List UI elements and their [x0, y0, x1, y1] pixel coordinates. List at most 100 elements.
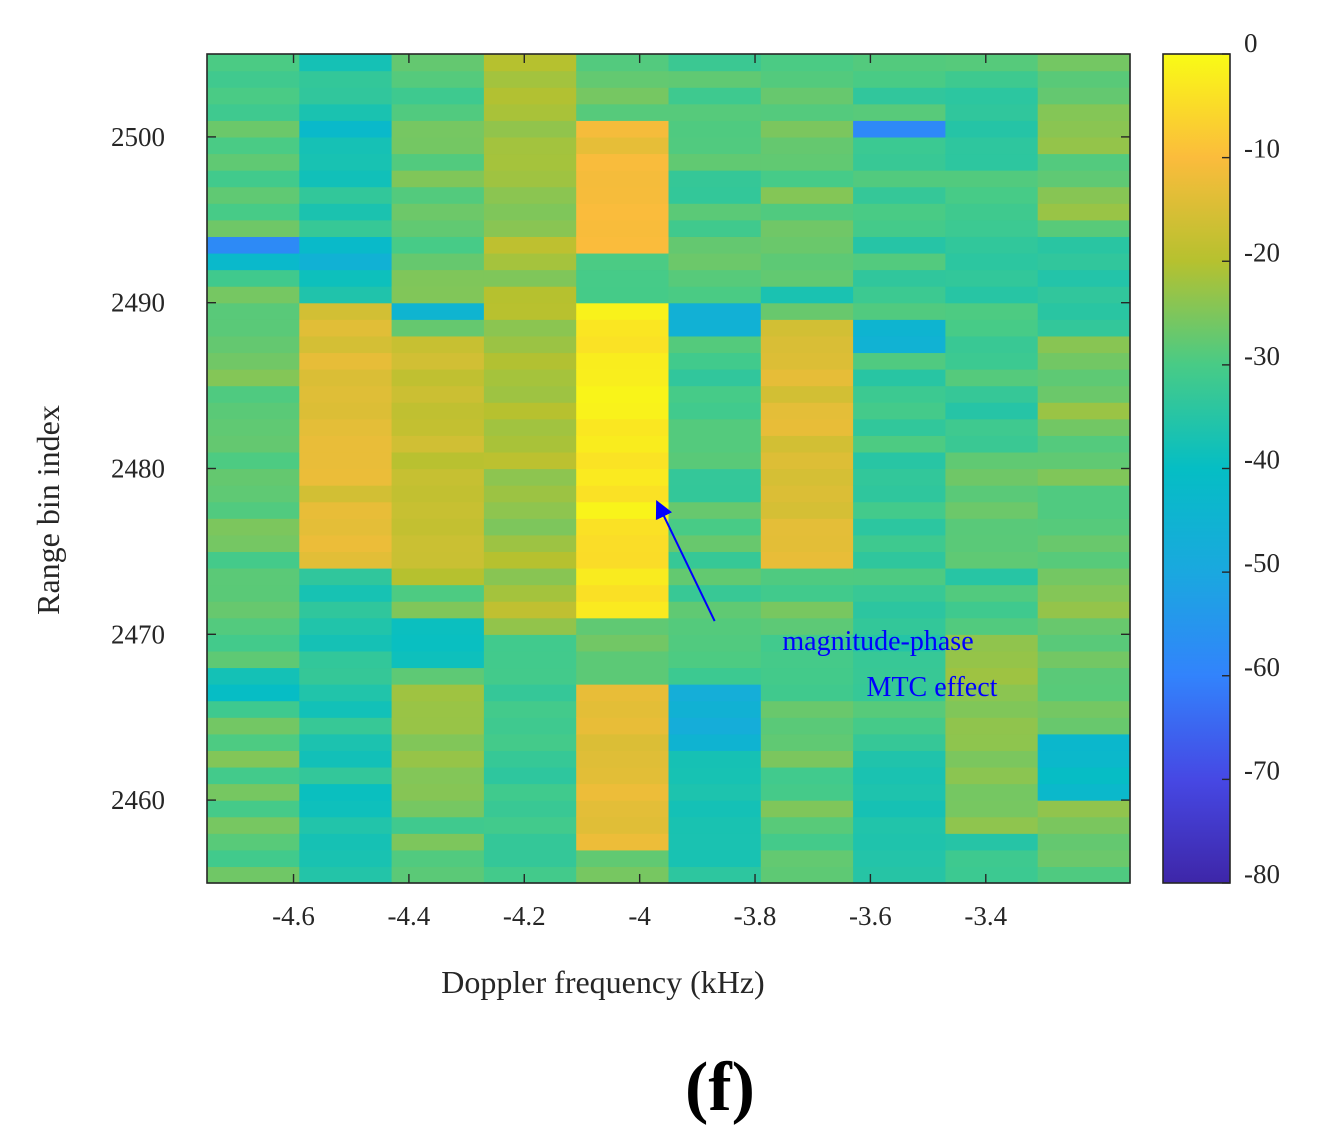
heatmap-cell — [853, 186, 946, 204]
heatmap-cell — [760, 286, 854, 304]
heatmap-cell — [207, 286, 300, 304]
heatmap-cell — [576, 153, 670, 171]
x-axis: -4.6 -4.4 -4.2 -4 -3.8 -3.6 -3.4 — [272, 54, 1008, 931]
heatmap-cell — [299, 700, 393, 718]
heatmap-cell — [483, 800, 577, 818]
heatmap-cell — [299, 584, 393, 602]
heatmap-cell — [576, 717, 670, 735]
heatmap-cell — [760, 302, 854, 320]
heatmap-cell — [1037, 501, 1131, 519]
heatmap-cell — [945, 584, 1039, 602]
heatmap-cell — [207, 269, 300, 287]
colorbar-tick-label: -20 — [1244, 237, 1280, 267]
heatmap-cell — [945, 335, 1039, 354]
heatmap-cell — [668, 849, 762, 868]
y-axis-label: Range bin index — [30, 405, 66, 615]
heatmap-cell — [945, 617, 1039, 635]
heatmap-cell — [945, 485, 1039, 503]
heatmap-cell — [207, 717, 300, 735]
heatmap-cell — [207, 369, 300, 387]
heatmap-cell — [299, 816, 393, 834]
heatmap-cell — [760, 667, 854, 685]
annotation-line-2: MTC effect — [867, 672, 998, 703]
heatmap-cell — [576, 385, 670, 403]
heatmap-cell — [483, 684, 577, 702]
heatmap-cell — [576, 584, 670, 602]
heatmap-cell — [1037, 468, 1131, 486]
heatmap-cell — [668, 766, 762, 785]
heatmap-cell — [207, 54, 300, 72]
heatmap-cell — [1037, 302, 1131, 320]
heatmap-cell — [668, 54, 762, 72]
heatmap-cell — [945, 518, 1039, 536]
heatmap-cell — [1037, 170, 1131, 188]
heatmap-cell — [760, 385, 854, 403]
heatmap-cell — [945, 717, 1039, 735]
heatmap-cell — [299, 120, 393, 138]
heatmap-cell — [483, 435, 577, 453]
heatmap-cell — [207, 87, 300, 105]
heatmap-cell — [760, 783, 854, 801]
heatmap-cell — [945, 700, 1039, 718]
heatmap-cell — [207, 650, 300, 669]
heatmap-cell — [945, 203, 1039, 221]
heatmap-cell — [668, 518, 762, 536]
heatmap-cell — [207, 302, 300, 320]
heatmap-cell — [668, 501, 762, 519]
heatmap-cell — [945, 236, 1039, 254]
heatmap-cell — [391, 87, 485, 105]
heatmap-cell — [853, 451, 946, 470]
heatmap-cell — [1037, 584, 1131, 602]
heatmap-cell — [299, 153, 393, 171]
heatmap-cell — [1037, 418, 1131, 436]
heatmap-cell — [1037, 849, 1131, 868]
heatmap-cell — [1037, 667, 1131, 685]
heatmap-cell — [483, 170, 577, 188]
heatmap-cell — [853, 849, 946, 868]
heatmap-cell — [391, 866, 485, 884]
colorbar-tick-label: -60 — [1244, 652, 1280, 682]
heatmap-cell — [853, 866, 946, 884]
y-tick-label: 2470 — [111, 619, 165, 649]
heatmap-cell — [1037, 252, 1131, 271]
heatmap-cell — [853, 352, 946, 370]
heatmap-cell — [207, 335, 300, 354]
heatmap-cell — [391, 319, 485, 337]
heatmap-cell — [299, 103, 393, 121]
heatmap-cell — [853, 584, 946, 602]
heatmap-cell — [1037, 269, 1131, 287]
heatmap-cell — [391, 601, 485, 619]
heatmap-cell — [945, 70, 1039, 88]
heatmap-cell — [760, 485, 854, 503]
heatmap-cell — [207, 219, 300, 237]
colorbar-tick-label: -10 — [1244, 134, 1280, 164]
heatmap-cell — [391, 849, 485, 868]
heatmap-cell — [945, 750, 1039, 768]
heatmap-cell — [483, 369, 577, 387]
heatmap-cell — [668, 352, 762, 370]
x-tick-label: -3.6 — [849, 901, 892, 931]
heatmap-cell — [853, 634, 946, 652]
heatmap-cell — [668, 103, 762, 121]
heatmap-cell — [299, 87, 393, 105]
heatmap-cell — [576, 551, 670, 569]
heatmap-cell — [576, 766, 670, 785]
heatmap-cell — [207, 203, 300, 221]
heatmap-cell — [391, 650, 485, 669]
heatmap-cell — [576, 501, 670, 519]
heatmap-cell — [391, 70, 485, 88]
heatmap-cell — [391, 584, 485, 602]
heatmap-cell — [1037, 866, 1131, 884]
heatmap-cell — [853, 617, 946, 635]
heatmap-cell — [299, 252, 393, 271]
heatmap-cell — [1037, 833, 1131, 851]
heatmap-cell — [576, 70, 670, 88]
heatmap-cell — [391, 833, 485, 851]
heatmap-cell — [945, 54, 1039, 72]
heatmap-cell — [207, 501, 300, 519]
heatmap-cell — [391, 485, 485, 503]
heatmap-cell — [760, 335, 854, 354]
heatmap-cell — [853, 369, 946, 387]
heatmap-cell — [945, 385, 1039, 403]
heatmap-cell — [760, 418, 854, 436]
